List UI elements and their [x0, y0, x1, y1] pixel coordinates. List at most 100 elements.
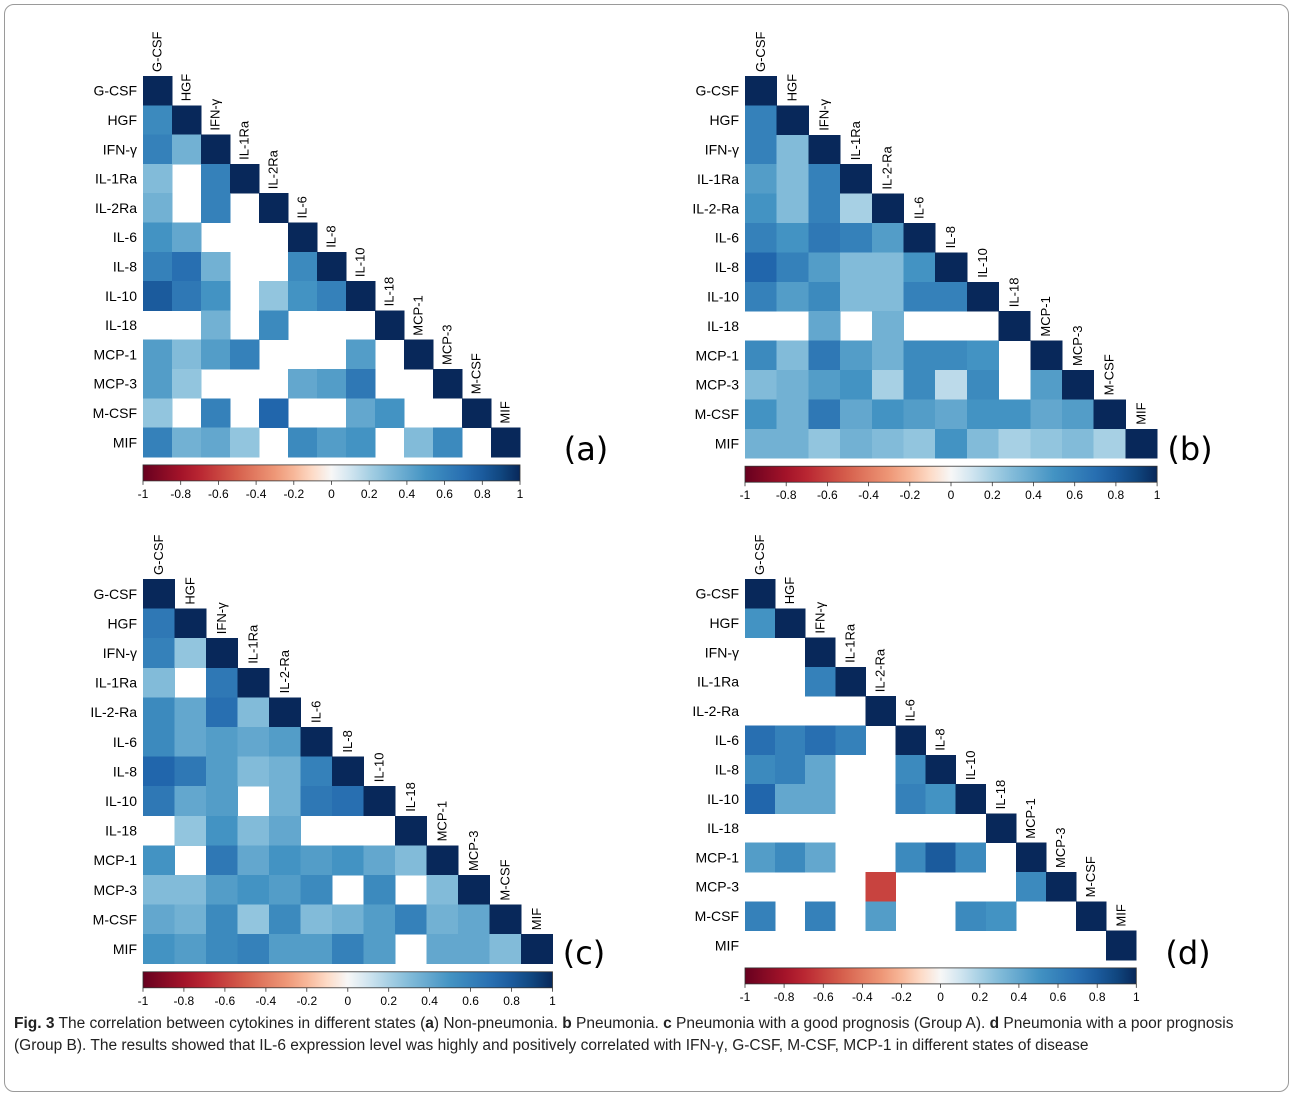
- row-label: HGF: [107, 112, 137, 128]
- row-label: MCP-1: [93, 852, 137, 868]
- heatmap-cell: [269, 904, 301, 935]
- heatmap-cell: [903, 223, 936, 253]
- heatmap-cell: [433, 427, 463, 458]
- heatmap-cell: [201, 310, 231, 341]
- heatmap-cell: [745, 784, 776, 814]
- heatmap-cell: [1076, 901, 1107, 931]
- heatmap-cell: [903, 428, 936, 459]
- heatmap-cell: [143, 281, 173, 311]
- row-label: IL-1Ra: [95, 171, 137, 187]
- heatmap-cell: [206, 638, 238, 669]
- heatmap-cell: [808, 311, 841, 341]
- column-label: MCP-1: [1038, 296, 1053, 336]
- column-label: IFN-γ: [816, 99, 831, 131]
- row-label: MIF: [715, 436, 739, 452]
- heatmap-cell: [775, 725, 806, 756]
- heatmap-cell: [332, 934, 364, 965]
- row-label: IFN-γ: [103, 645, 137, 661]
- heatmap-cell: [363, 845, 396, 876]
- panel-label: (a): [564, 430, 609, 468]
- heatmap-cell: [206, 845, 238, 876]
- heatmap-cell: [491, 427, 521, 458]
- heatmap-cell: [426, 845, 459, 876]
- heatmap-cell: [871, 340, 904, 371]
- heatmap-cell: [346, 369, 376, 399]
- heatmap-panel-a: G-CSF HGF IFN-γ IL-1Ra IL-2Ra IL-6 IL-8 IL-10 IL…: [93, 32, 609, 501]
- heatmap-cell: [808, 193, 841, 224]
- column-label: IL-1Ra: [245, 624, 260, 664]
- row-label: IL-6: [113, 734, 137, 750]
- heatmap-cell: [745, 281, 778, 312]
- heatmap-cell: [172, 427, 202, 458]
- row-label: MIF: [715, 937, 739, 953]
- column-label: MCP-3: [1070, 326, 1085, 366]
- heatmap-cell: [143, 134, 173, 165]
- heatmap-cell: [269, 697, 301, 728]
- heatmap-cell: [230, 427, 260, 458]
- colorbar-tick-label: 0.8: [503, 994, 520, 1008]
- colorbar-tick-label: -1: [138, 487, 149, 501]
- colorbar-tick-label: 1: [549, 994, 556, 1008]
- colorbar-tick-label: 0.8: [1089, 990, 1106, 1004]
- heatmap-cell: [935, 399, 968, 430]
- heatmap-cell: [925, 784, 957, 814]
- colorbar-tick-label: 0.6: [462, 994, 479, 1008]
- heatmap-cell: [300, 904, 333, 935]
- heatmap-cell: [172, 369, 202, 399]
- heatmap-cell: [808, 399, 841, 430]
- heatmap-cell: [269, 934, 301, 965]
- colorbar-tick-label: 1: [517, 487, 524, 501]
- heatmap-cell: [143, 163, 173, 194]
- heatmap-cell: [808, 428, 841, 459]
- column-label: IL-6: [903, 699, 918, 721]
- row-label: M-CSF: [695, 908, 739, 924]
- heatmap-cell: [201, 251, 231, 282]
- row-label: IL-1Ra: [95, 675, 137, 691]
- heatmap-cell: [935, 281, 968, 312]
- heatmap-cell: [300, 786, 333, 817]
- heatmap-panel-c: G-CSF HGF IFN-γ IL-1Ra IL-2-Ra IL-6 IL-8 IL-10 I…: [90, 535, 605, 1008]
- heatmap-cell: [269, 786, 301, 817]
- heatmap-cell: [840, 252, 873, 283]
- heatmap-cell: [745, 134, 778, 165]
- heatmap-cell: [1030, 399, 1063, 430]
- row-label: G-CSF: [695, 83, 739, 99]
- heatmap-cell: [835, 666, 866, 697]
- heatmap-cell: [201, 281, 231, 311]
- heatmap-cell: [230, 339, 260, 370]
- heatmap-cell: [895, 754, 926, 785]
- heatmap-cell: [201, 398, 231, 428]
- column-label: HGF: [179, 74, 194, 102]
- heatmap-cell: [776, 340, 809, 371]
- heatmap-cell: [143, 398, 173, 428]
- heatmap-cell: [300, 934, 333, 965]
- heatmap-cell: [871, 281, 904, 312]
- heatmap-cell: [300, 845, 333, 876]
- caption-text-1: The correlation between cytokines in dif…: [54, 1015, 426, 1032]
- heatmap-cell: [143, 251, 173, 282]
- column-label: MCP-1: [411, 295, 426, 335]
- heatmap-cell: [143, 727, 175, 757]
- column-label: M-CSF: [1083, 856, 1098, 897]
- heatmap-cell: [808, 134, 841, 165]
- heatmap-cell: [775, 754, 806, 785]
- colorbar: [744, 967, 1137, 985]
- heatmap-cell: [805, 901, 836, 931]
- colorbar-tick-label: 0: [937, 990, 944, 1004]
- caption-text-4: Pneumonia with a good prognosis (Group A…: [671, 1015, 990, 1032]
- heatmap-cell: [237, 934, 270, 965]
- heatmap-cell: [1062, 399, 1095, 430]
- heatmap-cell: [458, 875, 490, 905]
- heatmap-cell: [1062, 428, 1095, 459]
- heatmap-cell: [317, 427, 347, 458]
- heatmap-cell: [1093, 428, 1126, 459]
- heatmap-cell: [237, 756, 270, 787]
- colorbar-tick-label: 1: [1133, 990, 1140, 1004]
- heatmap-cell: [143, 638, 175, 669]
- heatmap-cell: [840, 370, 873, 400]
- heatmap-cell: [840, 340, 873, 371]
- heatmap-cell: [871, 428, 904, 459]
- row-label: IL-6: [715, 732, 739, 748]
- column-label: G-CSF: [753, 32, 768, 73]
- heatmap-cell: [172, 251, 202, 282]
